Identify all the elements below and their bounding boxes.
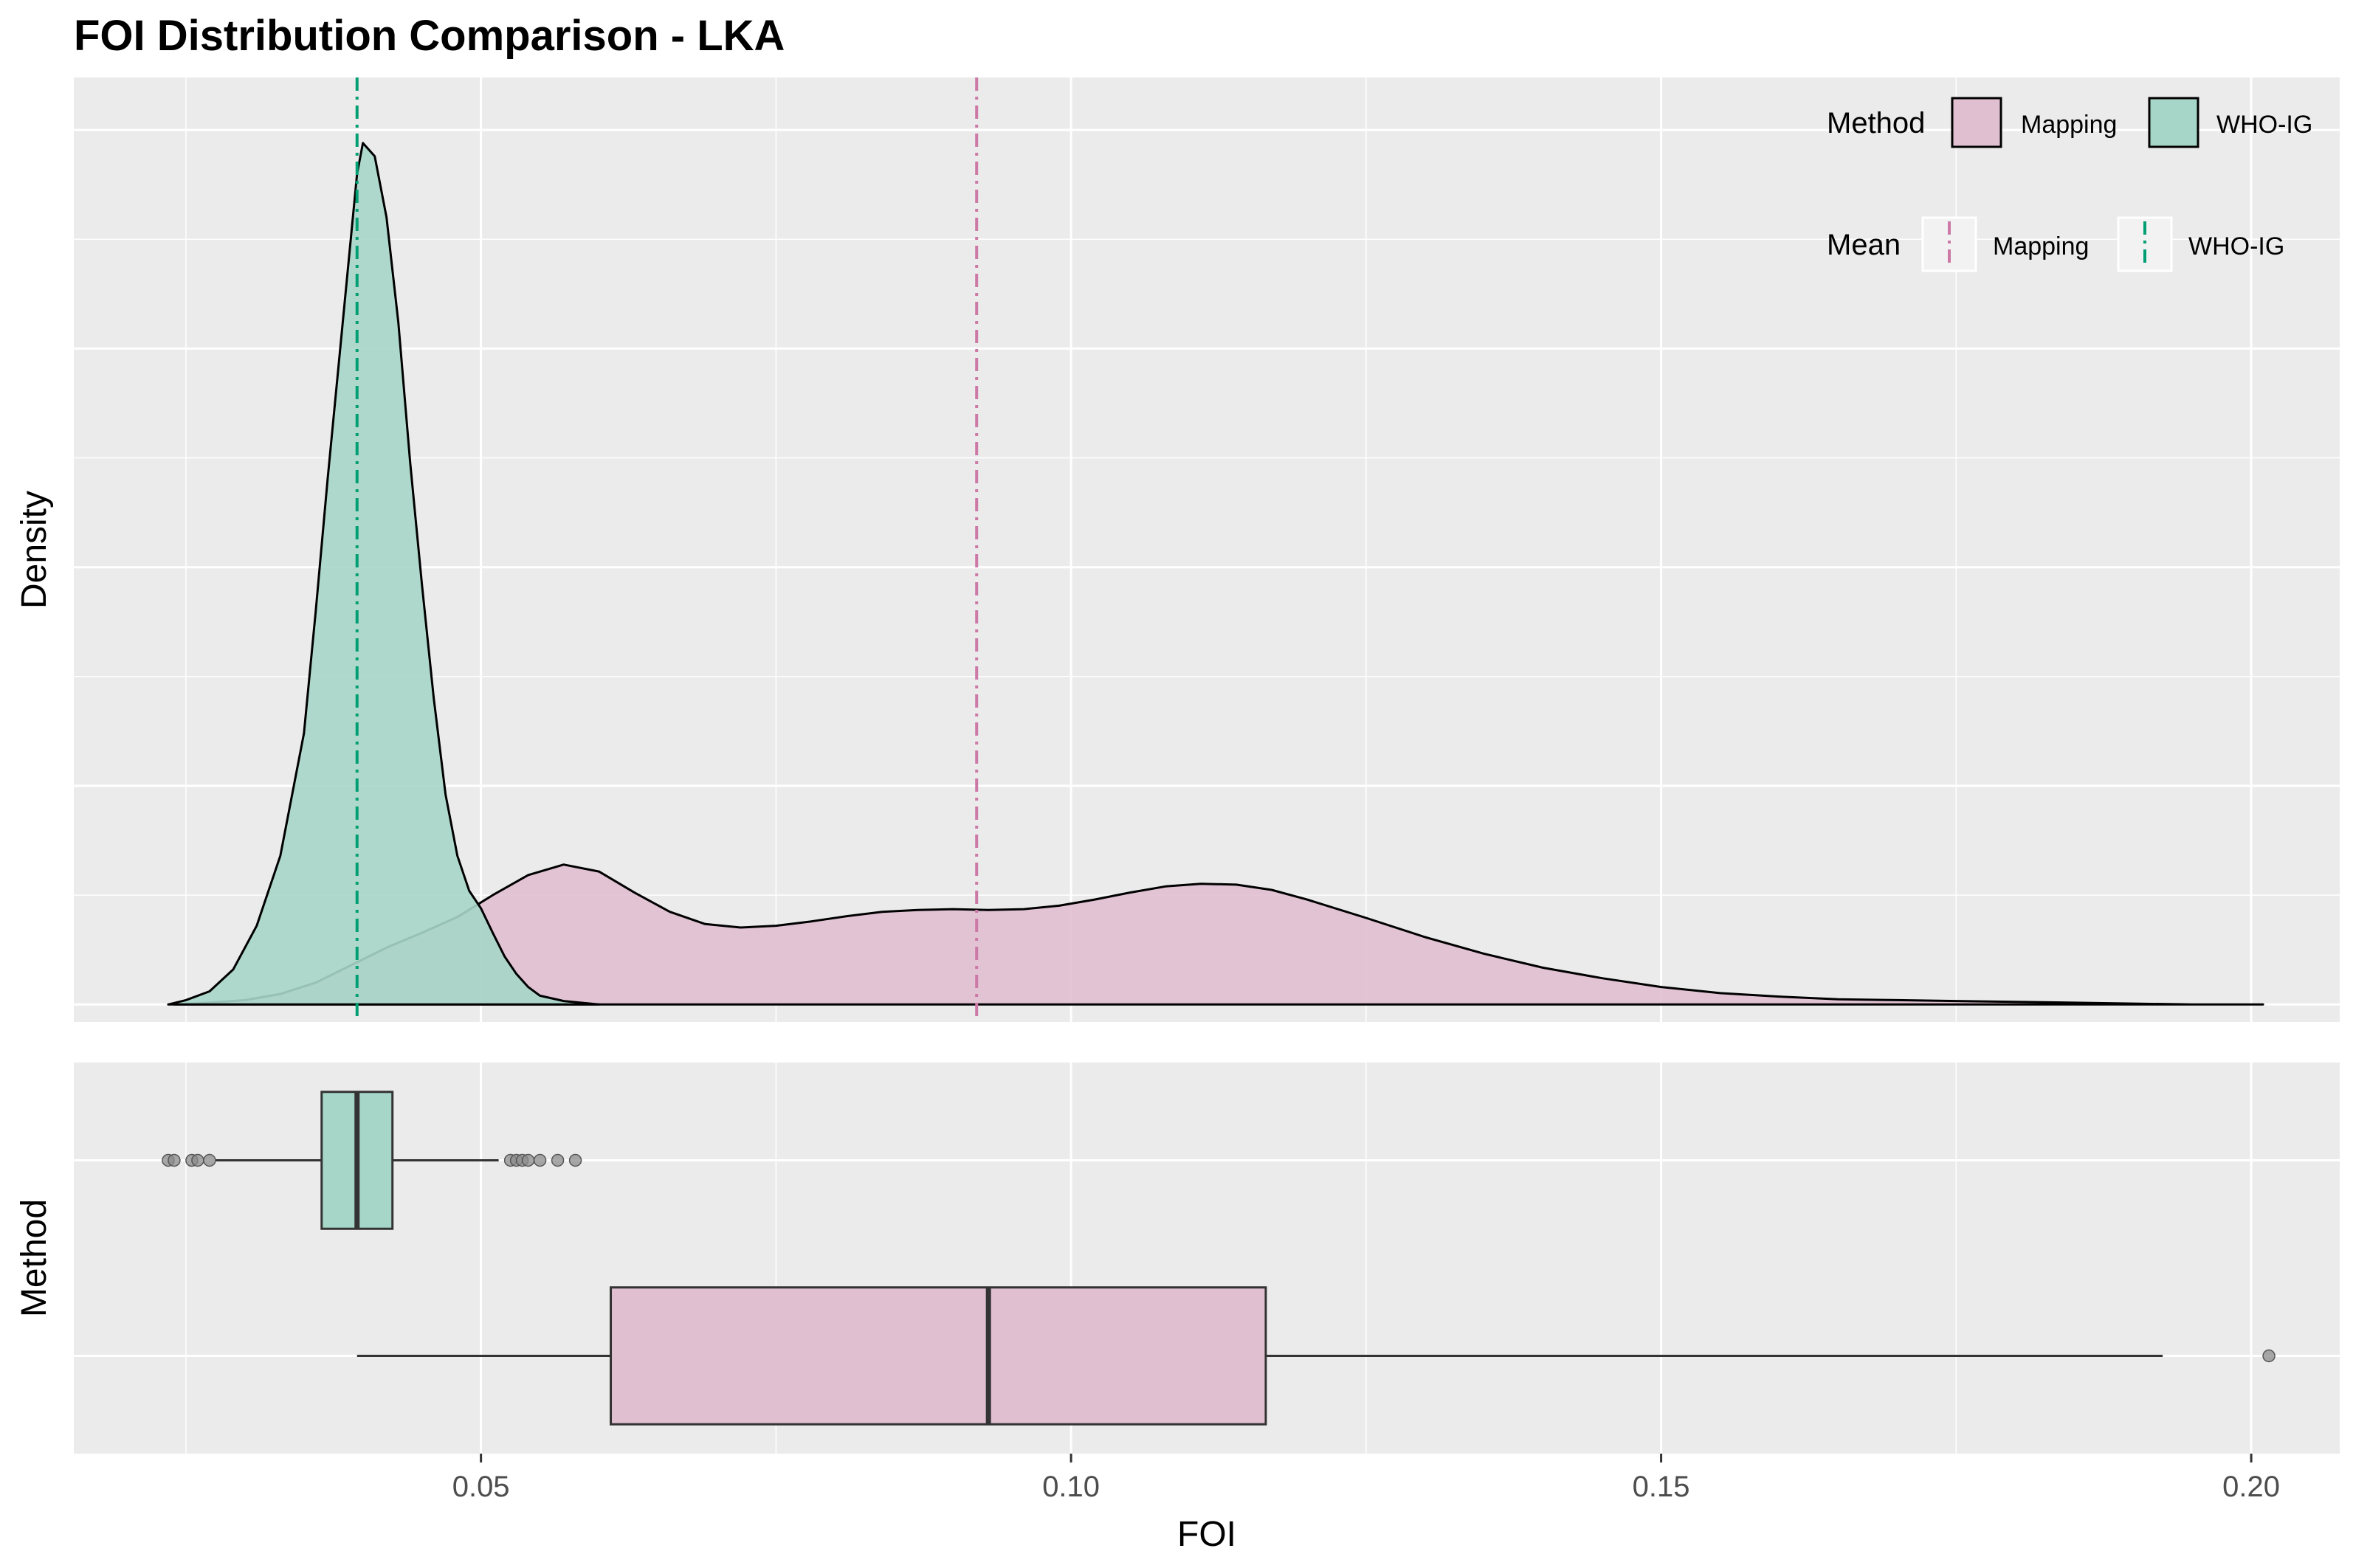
density-who-ig — [167, 142, 601, 1006]
legend: Method Mapping WHO-IG Mean Mapping WHO-I… — [1827, 97, 2312, 272]
y-axis-title-method: Method — [15, 1199, 54, 1317]
outlier-point — [551, 1153, 565, 1167]
boxplot-panel — [74, 1063, 2340, 1454]
outlier-point — [203, 1153, 216, 1167]
legend-label-mapping: Mapping — [2021, 111, 2117, 139]
legend-method-title: Method — [1827, 107, 1925, 139]
outlier-point — [521, 1153, 535, 1167]
box-mapping — [610, 1286, 1267, 1426]
x-tick-label: 0.05 — [452, 1471, 510, 1503]
outlier-point — [568, 1153, 582, 1167]
outlier-point — [191, 1153, 204, 1167]
density-areas — [167, 142, 2264, 1006]
outlier-point — [533, 1153, 547, 1167]
legend-mean-label-who-ig: WHO-IG — [2188, 232, 2284, 260]
boxplots — [162, 1091, 2276, 1426]
x-tick-label: 0.10 — [1042, 1471, 1100, 1503]
legend-mean-title: Mean — [1827, 229, 1901, 261]
legend-label-who-ig: WHO-IG — [2216, 111, 2312, 139]
x-axis-title: FOI — [1177, 1515, 1236, 1554]
x-tick-label: 0.15 — [1633, 1471, 1690, 1503]
y-axis-title-density: Density — [15, 491, 54, 609]
chart-title: FOI Distribution Comparison - LKA — [74, 12, 785, 60]
outlier-point — [2262, 1349, 2276, 1363]
x-tick-label: 0.20 — [2222, 1471, 2280, 1503]
legend-key-who-fill — [2148, 97, 2199, 148]
mean-lines — [355, 77, 979, 1022]
legend-mean-label-mapping: Mapping — [1993, 232, 2089, 260]
outlier-point — [168, 1153, 181, 1167]
x-axis-ticks: 0.05 0.10 0.15 0.20 — [452, 1454, 2280, 1503]
legend-key-mapping-fill — [1951, 97, 2002, 148]
density-panel: Method Mapping WHO-IG Mean Mapping WHO-I… — [74, 77, 2340, 1022]
